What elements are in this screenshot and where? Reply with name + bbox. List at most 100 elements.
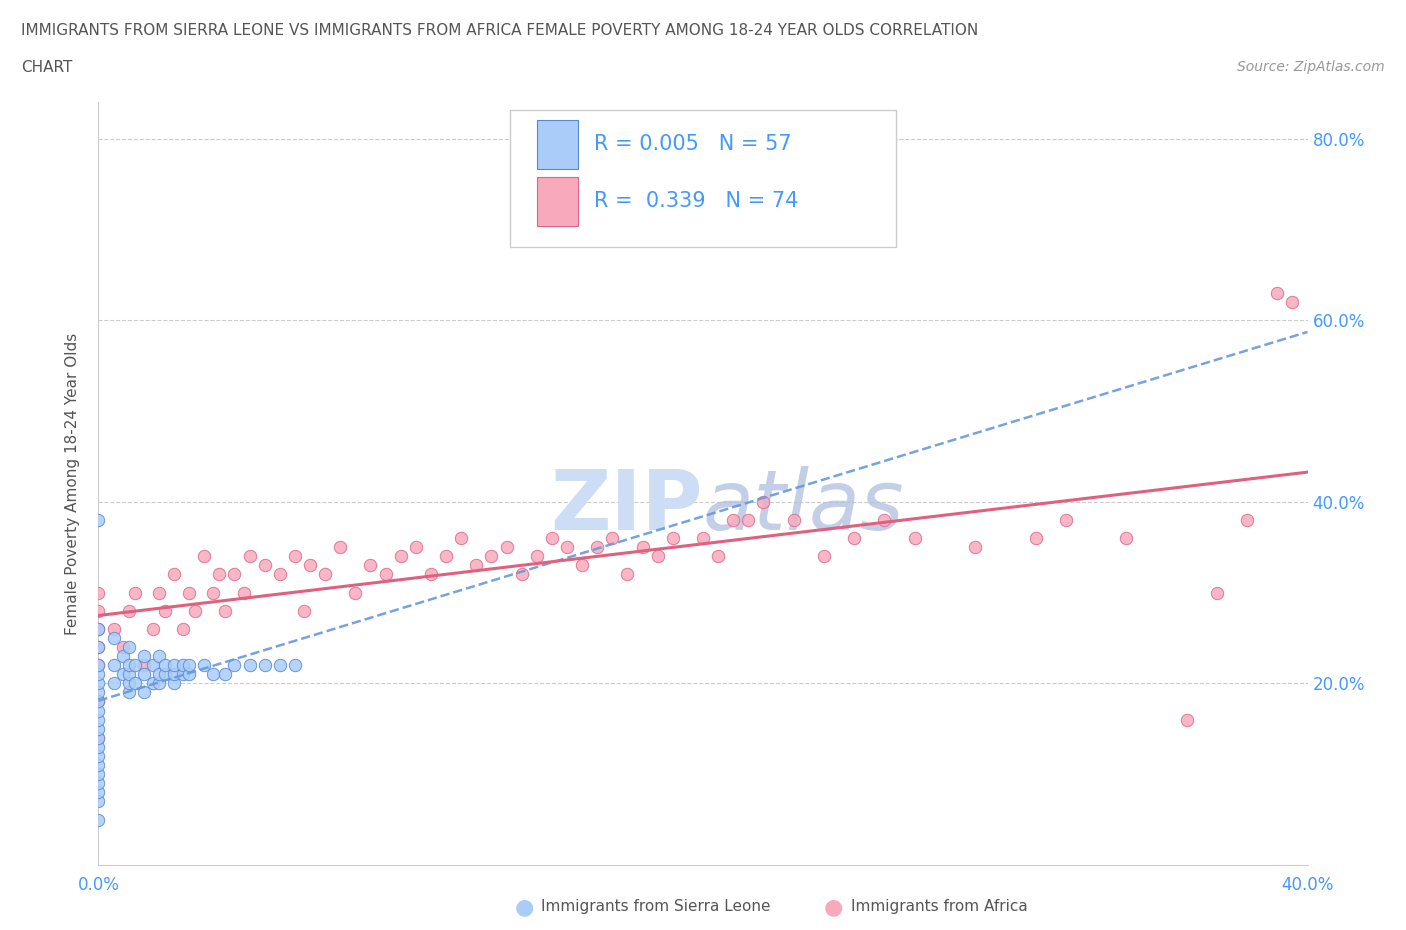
FancyBboxPatch shape [537,177,578,226]
Point [118,658,141,672]
Point [647,549,669,564]
Point [87,694,110,709]
Point [148,667,170,682]
Point [1175,712,1198,727]
Point [707,549,730,564]
Point [87,658,110,672]
Point [723,512,745,527]
Point [202,667,225,682]
Point [602,531,624,546]
Point [142,676,165,691]
Point [179,667,201,682]
Point [239,658,262,672]
Point [1281,295,1303,310]
Point [269,567,291,582]
Point [153,667,176,682]
Point [103,631,125,645]
Point [163,658,186,672]
Point [214,667,236,682]
Point [314,567,336,582]
Point [661,531,683,546]
Point [87,712,110,727]
Point [87,730,110,745]
Point [148,648,170,663]
Point [111,648,134,663]
Point [737,512,759,527]
Point [87,739,110,754]
Point [148,585,170,600]
Point [360,558,382,573]
Point [481,549,503,564]
Point [284,658,307,672]
Point [153,658,176,672]
Point [844,531,866,546]
Point [163,667,186,682]
Point [1024,531,1046,546]
Point [87,667,110,682]
Text: Immigrants from Africa: Immigrants from Africa [851,899,1028,914]
Point [172,658,194,672]
Point [450,531,472,546]
Point [232,585,254,600]
Point [124,676,146,691]
Point [434,549,457,564]
Point [586,539,609,554]
Point [172,667,194,682]
Text: ●: ● [515,897,534,917]
Point [132,648,155,663]
Text: R = 0.005   N = 57: R = 0.005 N = 57 [595,134,792,154]
Point [692,531,714,546]
Text: ●: ● [824,897,844,917]
Point [87,730,110,745]
Point [193,549,215,564]
Text: Immigrants from Sierra Leone: Immigrants from Sierra Leone [541,899,770,914]
Point [253,558,276,573]
Point [87,722,110,737]
Y-axis label: Female Poverty Among 18-24 Year Olds: Female Poverty Among 18-24 Year Olds [65,333,80,635]
Point [87,676,110,691]
Point [87,621,110,636]
Point [405,539,427,554]
Text: IMMIGRANTS FROM SIERRA LEONE VS IMMIGRANTS FROM AFRICA FEMALE POVERTY AMONG 18-2: IMMIGRANTS FROM SIERRA LEONE VS IMMIGRAN… [21,23,979,38]
Point [179,585,201,600]
Point [163,567,186,582]
Point [153,604,176,618]
Point [783,512,806,527]
Point [118,640,141,655]
Point [87,685,110,700]
Text: Source: ZipAtlas.com: Source: ZipAtlas.com [1237,60,1385,74]
Point [873,512,896,527]
Point [292,604,315,618]
Point [103,621,125,636]
FancyBboxPatch shape [509,110,897,247]
Point [269,658,291,672]
Point [103,658,125,672]
FancyBboxPatch shape [537,120,578,168]
Text: R =  0.339   N = 74: R = 0.339 N = 74 [595,192,799,211]
Point [526,549,548,564]
Point [87,749,110,764]
Point [148,676,170,691]
Point [87,694,110,709]
Point [202,585,225,600]
Point [87,512,110,527]
Point [87,585,110,600]
Point [163,676,186,691]
Point [118,676,141,691]
Point [87,640,110,655]
Point [329,539,352,554]
Text: CHART: CHART [21,60,73,75]
Text: ZIP: ZIP [551,466,703,547]
Point [118,685,141,700]
Point [344,585,367,600]
Point [752,495,775,510]
Text: atlas: atlas [703,466,904,547]
Point [1054,512,1077,527]
Point [118,604,141,618]
Point [465,558,488,573]
Point [132,658,155,672]
Point [87,758,110,773]
Point [813,549,835,564]
Point [172,621,194,636]
Point [214,604,236,618]
